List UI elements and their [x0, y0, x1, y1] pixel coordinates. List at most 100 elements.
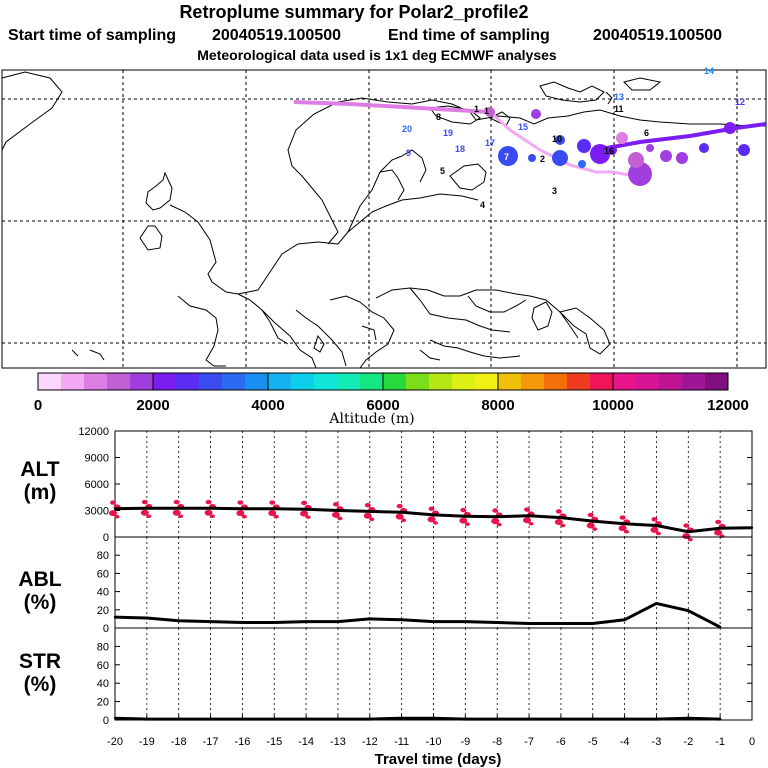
data-point	[368, 617, 371, 621]
alt-scatter-point	[178, 514, 184, 519]
plume-track	[293, 100, 767, 178]
alt-scatter-point	[715, 519, 722, 525]
alt-scatter-point	[555, 509, 562, 514]
coastlines	[1, 71, 766, 369]
alt-scatter-point	[528, 521, 534, 526]
data-point	[241, 507, 244, 510]
x-tick-label: -11	[394, 736, 409, 748]
colorbar-swatch	[107, 373, 131, 390]
alt-scatter-point	[205, 499, 212, 505]
alt-scatter-point	[683, 523, 690, 528]
panel-unit-label: (%)	[24, 673, 57, 696]
map-label: 16	[604, 146, 614, 156]
colorbar-swatch	[705, 373, 729, 390]
colorbar-tick-label: 6000	[366, 397, 399, 414]
data-point	[432, 513, 435, 517]
colorbar-title: Altitude (m)	[328, 411, 414, 427]
y-tick-label: 6000	[85, 479, 109, 491]
x-tick-label: 0	[749, 736, 755, 748]
data-point	[304, 620, 308, 623]
x-tick-label: -2	[683, 736, 693, 748]
data-point	[273, 507, 276, 510]
colorbar-tick-label: 4000	[251, 397, 284, 414]
alt-scatter-point	[687, 537, 693, 542]
colorbar-swatch	[475, 373, 499, 390]
colorbar-swatch	[498, 373, 522, 390]
colorbar-swatch	[291, 373, 315, 390]
y-tick-label: 60	[97, 660, 109, 672]
data-point	[113, 507, 117, 510]
colorbar-swatch	[199, 373, 223, 390]
alt-scatter-point	[619, 515, 626, 520]
alt-scatter-point	[433, 521, 438, 525]
map-label: 8	[436, 112, 441, 122]
data-point	[304, 507, 308, 511]
data-point	[464, 515, 467, 518]
data-point	[623, 522, 626, 525]
colorbar-swatch	[636, 373, 660, 390]
data-point	[655, 524, 658, 527]
alt-scatter-point	[459, 517, 468, 524]
alt-scatter-point	[714, 529, 723, 536]
colorbar-tick-label: 10000	[592, 397, 634, 414]
x-tick-label: -17	[203, 736, 219, 748]
x-axis-title: Travel time (days)	[375, 751, 502, 768]
series-line	[114, 601, 721, 629]
colorbar-tick-label: 2000	[136, 397, 169, 414]
data-point	[750, 526, 754, 529]
alt-scatter-point	[268, 510, 277, 517]
colorbar-swatch	[245, 373, 269, 390]
alt-scatter-point	[428, 506, 435, 511]
colorbar-swatch	[659, 373, 683, 390]
alt-scatter-point	[204, 509, 213, 516]
colorbar-swatch	[176, 373, 200, 390]
alt-scatter-point	[114, 514, 120, 519]
x-tick-label: -1	[715, 736, 725, 748]
colorbar-swatch	[544, 373, 568, 390]
map-panel: 14 13 12 11 1 15 20 19 9 18 17 7 2 8 10 …	[1, 66, 767, 369]
data-point	[496, 621, 499, 624]
alt-scatter-point	[364, 503, 371, 508]
x-tick-label: -14	[298, 736, 314, 748]
colorbar-swatch	[337, 373, 361, 390]
map-label: 15	[518, 122, 528, 132]
alt-scatter-point	[427, 516, 436, 523]
y-tick-label: 20	[97, 605, 109, 617]
alt-scatter-point	[586, 522, 595, 529]
x-tick-label: -8	[492, 736, 502, 748]
alt-scatter-point	[141, 499, 148, 505]
data-point	[145, 507, 149, 510]
colorbar-swatch	[314, 373, 338, 390]
map-label: 9	[406, 148, 411, 158]
colorbar-swatch	[61, 373, 85, 390]
start-value: 20040519.100500	[212, 27, 341, 44]
alt-scatter-point	[395, 513, 404, 520]
alt-scatter-point	[363, 512, 372, 519]
data-point	[177, 619, 180, 622]
x-tick-label: -4	[620, 736, 630, 748]
map-label: 2	[540, 154, 545, 164]
alt-scatter-point	[554, 518, 563, 525]
alt-scatter-point	[624, 529, 630, 534]
alt-scatter-point	[592, 527, 598, 531]
met-note: Meteorological data used is 1x1 deg ECMW…	[197, 47, 557, 63]
alt-scatter-point	[332, 502, 339, 507]
data-point	[559, 622, 563, 625]
alt-scatter-point	[305, 515, 311, 519]
data-point	[591, 622, 594, 625]
data-point	[273, 621, 276, 624]
data-point	[496, 515, 499, 518]
alt-scatter-point	[237, 500, 244, 505]
data-point	[400, 511, 403, 514]
data-point	[209, 507, 212, 510]
colorbar-tick-label: 8000	[481, 397, 514, 414]
y-tick-label: 80	[97, 641, 109, 653]
data-point	[113, 615, 117, 619]
plume-markers	[485, 107, 750, 186]
panel-label: STR	[19, 650, 61, 673]
colorbar-swatch	[383, 373, 407, 390]
data-point	[718, 526, 722, 530]
x-tick-label: -6	[556, 736, 566, 748]
x-tick-label: -16	[234, 736, 250, 748]
data-point	[336, 509, 340, 512]
